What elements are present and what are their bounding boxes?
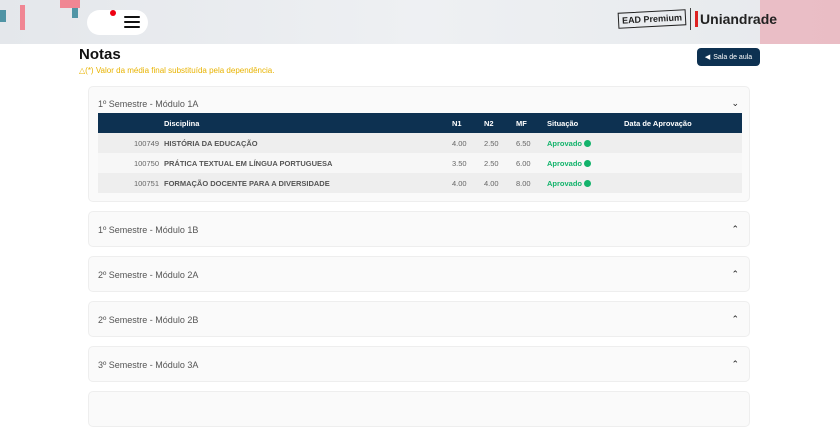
course-name: PRÁTICA TEXTUAL EM LÍNGUA PORTUGUESA — [164, 158, 333, 168]
panel-module-3a[interactable]: 3º Semestre - Módulo 3A ⌃ — [88, 346, 750, 382]
grade-n2: 2.50 — [484, 138, 499, 148]
logo: EAD Premium Uniandrade — [617, 8, 777, 30]
decor — [72, 8, 78, 18]
button-label: Sala de aula — [713, 53, 753, 61]
chevron-up-icon[interactable]: ⌃ — [731, 224, 739, 234]
back-to-classroom-button[interactable]: ◀ Sala de aula — [697, 48, 760, 66]
panel-title: 2º Semestre - Módulo 2B — [98, 315, 199, 325]
panel-title[interactable]: 1º Semestre - Módulo 1A — [98, 99, 199, 109]
course-code: 100749 — [133, 138, 159, 148]
course-code: 100751 — [133, 178, 159, 188]
col-n1: N1 — [452, 118, 462, 128]
hamburger-menu-icon[interactable] — [124, 16, 140, 28]
check-circle-icon — [584, 179, 592, 187]
panel-title: 2º Semestre - Módulo 2A — [98, 270, 199, 280]
chevron-up-icon[interactable]: ⌃ — [731, 314, 739, 324]
table-header: Disciplina N1 N2 MF Situação Data de Apr… — [98, 113, 742, 133]
notification-badge — [110, 10, 116, 16]
brand-logo: Uniandrade — [695, 11, 777, 27]
decor — [20, 5, 25, 30]
grade-n2: 4.00 — [484, 178, 499, 188]
ead-logo: EAD Premium — [617, 9, 687, 29]
col-data: Data de Aprovação — [624, 118, 692, 128]
col-situacao: Situação — [547, 118, 579, 128]
panel-module-1b[interactable]: 1º Semestre - Módulo 1B ⌃ — [88, 211, 750, 247]
status-badge: Aprovado — [547, 133, 624, 153]
decor — [760, 0, 840, 44]
panel-module-2a[interactable]: 2º Semestre - Módulo 2A ⌃ — [88, 256, 750, 292]
decor — [0, 10, 6, 22]
course-name: FORMAÇÃO DOCENTE PARA A DIVERSIDADE — [164, 178, 330, 188]
grade-n2: 2.50 — [484, 158, 499, 168]
grades-table: Disciplina N1 N2 MF Situação Data de Apr… — [98, 113, 742, 193]
panel-title: 1º Semestre - Módulo 1B — [98, 225, 199, 235]
status-badge: Aprovado — [547, 173, 624, 193]
panel-module-2b[interactable]: 2º Semestre - Módulo 2B ⌃ — [88, 301, 750, 337]
panel-module-1a: 1º Semestre - Módulo 1A ⌄ Disciplina N1 … — [88, 86, 750, 202]
panel-title: 3º Semestre - Módulo 3A — [98, 360, 199, 370]
warning-note: △(*) Valor da média final substituída pe… — [79, 66, 275, 75]
col-mf: MF — [516, 118, 527, 128]
grade-n1: 4.00 — [452, 178, 467, 188]
grade-mf: 8.00 — [516, 178, 531, 188]
top-header: EAD Premium Uniandrade — [0, 0, 840, 44]
col-n2: N2 — [484, 118, 494, 128]
status-text: Aprovado — [547, 178, 583, 188]
status-text: Aprovado — [547, 138, 583, 148]
check-circle-icon — [584, 159, 592, 167]
chevron-up-icon[interactable]: ⌃ — [731, 359, 739, 369]
chevron-up-icon[interactable]: ⌃ — [731, 269, 739, 279]
status-badge: Aprovado — [547, 153, 624, 173]
back-arrow-icon: ◀ — [704, 54, 711, 61]
grade-n1: 4.00 — [452, 138, 467, 148]
course-name: HISTÓRIA DA EDUCAÇÃO — [164, 138, 258, 148]
col-disciplina: Disciplina — [164, 118, 200, 128]
approval-date — [624, 153, 742, 173]
status-text: Aprovado — [547, 158, 583, 168]
page-title: Notas — [79, 46, 121, 63]
decor — [60, 0, 80, 8]
check-circle-icon — [584, 139, 592, 147]
grade-n1: 3.50 — [452, 158, 467, 168]
course-code: 100750 — [133, 158, 159, 168]
grade-mf: 6.00 — [516, 158, 531, 168]
table-row: 100750 PRÁTICA TEXTUAL EM LÍNGUA PORTUGU… — [98, 153, 742, 173]
approval-date — [624, 173, 742, 193]
table-row: 100749 HISTÓRIA DA EDUCAÇÃO 4.00 2.50 6.… — [98, 133, 742, 153]
approval-date — [624, 133, 742, 153]
chevron-down-icon[interactable]: ⌄ — [731, 98, 739, 108]
panel-next[interactable] — [88, 391, 750, 427]
grade-mf: 6.50 — [516, 138, 531, 148]
divider — [690, 8, 692, 30]
table-row: 100751 FORMAÇÃO DOCENTE PARA A DIVERSIDA… — [98, 173, 742, 193]
